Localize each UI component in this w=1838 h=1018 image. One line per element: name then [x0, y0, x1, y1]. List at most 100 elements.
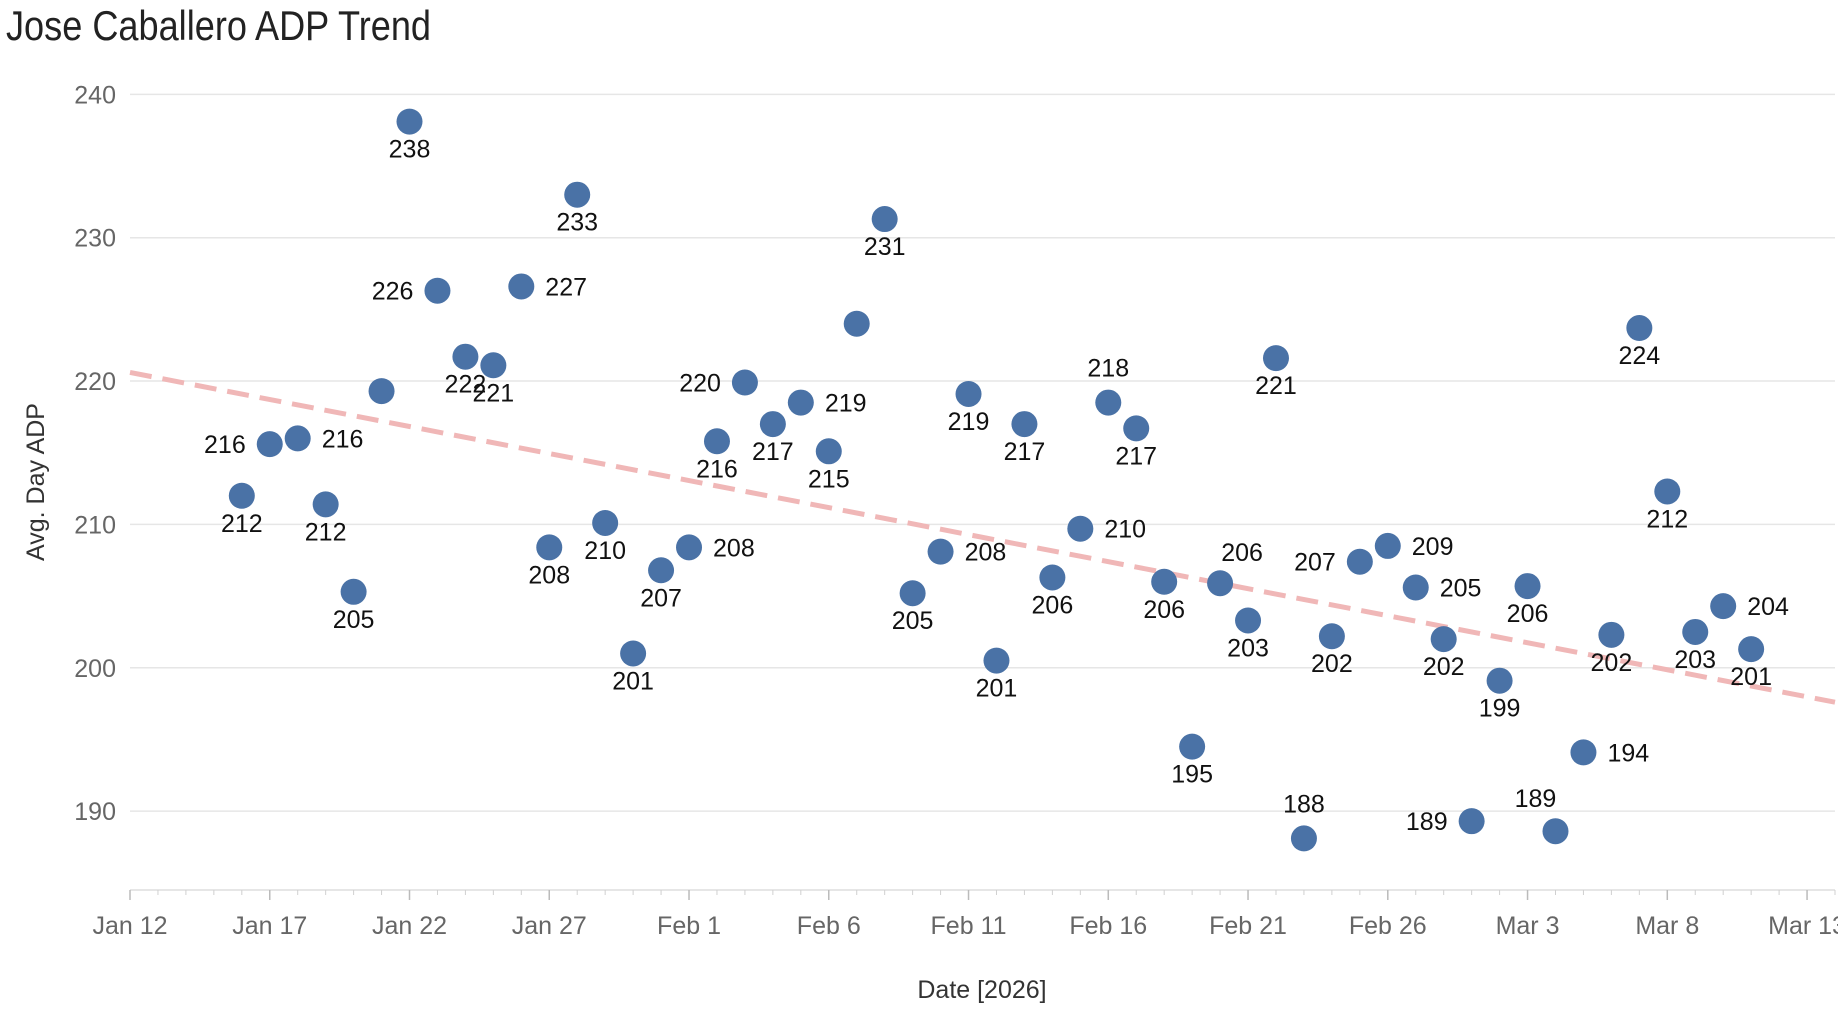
data-label: 217 [752, 438, 794, 466]
data-label: 203 [1674, 646, 1716, 674]
x-tick-label: Jan 17 [232, 912, 307, 940]
data-label: 233 [556, 209, 598, 237]
data-label: 206 [1221, 539, 1263, 567]
data-point [424, 277, 451, 304]
data-label: 201 [1730, 663, 1772, 691]
axis-layer: 190 200 210 220 230 240 Jan 12 Jan 17 Jan 22 Jan … [74, 81, 1838, 940]
data-point [759, 411, 786, 438]
data-label: 206 [1143, 596, 1185, 624]
data-label: 204 [1747, 593, 1789, 621]
x-tick-label: Feb 1 [657, 912, 721, 940]
data-point [1682, 618, 1709, 645]
data-point [648, 557, 675, 584]
data-point [703, 428, 730, 455]
grid-layer [130, 93, 1835, 812]
y-tick-label: 190 [74, 798, 116, 826]
trend-line [129, 370, 1836, 705]
data-point [1235, 607, 1262, 634]
data-point [508, 273, 535, 300]
x-axis-title: Date [2026] [917, 976, 1046, 1004]
data-point [1458, 808, 1485, 835]
data-label: 195 [1171, 761, 1213, 789]
data-point [899, 580, 926, 607]
data-point [927, 538, 954, 565]
data-point [368, 378, 395, 405]
data-label: 206 [1032, 591, 1074, 619]
data-label: 208 [713, 534, 755, 562]
x-tick-label: Feb 26 [1349, 912, 1427, 940]
x-tick-label: Jan 22 [372, 912, 447, 940]
data-label: 212 [305, 518, 347, 546]
data-label: 216 [322, 425, 364, 453]
data-label: 220 [679, 369, 721, 397]
y-tick-label: 220 [74, 368, 116, 396]
data-point [1542, 818, 1569, 845]
data-label: 219 [948, 408, 990, 436]
chart-title: Jose Caballero ADP Trend [6, 2, 432, 49]
data-point [564, 181, 591, 208]
data-point [955, 380, 982, 407]
data-label: 194 [1607, 739, 1649, 767]
data-label: 222 [445, 371, 487, 399]
data-label: 188 [1283, 790, 1325, 818]
data-label: 227 [545, 273, 587, 301]
x-tick-label: Feb 11 [931, 912, 1007, 940]
x-tick-label: Jan 27 [512, 912, 587, 940]
data-point [1262, 345, 1289, 372]
data-point [592, 509, 619, 536]
data-label: 199 [1479, 695, 1521, 723]
data-point [1598, 621, 1625, 648]
data-point [312, 491, 339, 518]
x-tick-label: Feb 16 [1069, 912, 1147, 940]
data-label: 201 [612, 667, 654, 695]
data-point [983, 647, 1010, 674]
points-layer [228, 108, 1765, 852]
data-point [1626, 315, 1653, 342]
data-point [396, 108, 423, 135]
data-point [1346, 548, 1373, 575]
data-label: 212 [221, 510, 263, 538]
data-label: 206 [1507, 600, 1549, 628]
data-label: 226 [372, 278, 414, 306]
data-point [1179, 733, 1206, 760]
data-label: 202 [1591, 649, 1633, 677]
data-label: 208 [965, 539, 1007, 567]
data-point [815, 438, 842, 465]
data-label: 215 [808, 465, 850, 493]
x-tick-label: Feb 21 [1209, 912, 1287, 940]
x-tick-label: Feb 6 [797, 912, 861, 940]
data-point [480, 352, 507, 379]
data-point [1290, 825, 1317, 852]
data-point [1011, 411, 1038, 438]
data-point [1095, 389, 1122, 416]
data-point [1514, 573, 1541, 600]
data-point [1430, 626, 1457, 653]
y-tick-label: 230 [74, 225, 116, 253]
data-label: 221 [473, 379, 515, 407]
data-point [1374, 532, 1401, 559]
data-point [843, 310, 870, 337]
data-label: 231 [864, 233, 906, 261]
data-label: 210 [1104, 516, 1146, 544]
data-label: 203 [1227, 634, 1269, 662]
data-point [256, 431, 283, 458]
data-point [1318, 623, 1345, 650]
data-label: 216 [204, 431, 246, 459]
y-tick-label: 240 [74, 81, 116, 109]
data-point [1570, 739, 1597, 766]
trendline-layer [129, 370, 1836, 705]
data-label: 221 [1255, 372, 1297, 400]
data-point [1123, 415, 1150, 442]
data-label: 217 [1115, 442, 1157, 470]
data-label: 202 [1311, 650, 1353, 678]
x-tick-label: Mar 8 [1635, 912, 1699, 940]
data-point [1710, 593, 1737, 620]
data-label: 210 [584, 537, 626, 565]
data-label: 201 [976, 675, 1018, 703]
data-label: 189 [1515, 785, 1557, 813]
data-point [228, 482, 255, 509]
x-tick-label: Mar 3 [1496, 912, 1560, 940]
data-label: 208 [528, 561, 570, 589]
data-label: 205 [1440, 575, 1482, 603]
